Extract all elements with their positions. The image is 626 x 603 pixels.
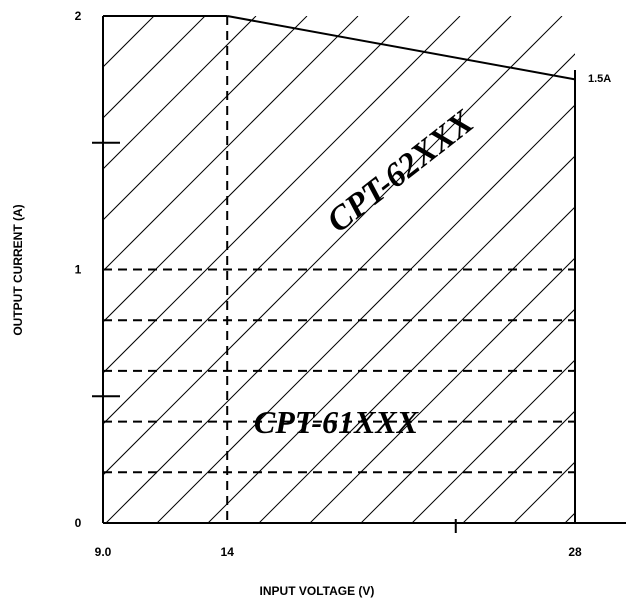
axis-ticks: 9.0 14 28 0 1 2 (75, 9, 582, 559)
y-tick-label: 0 (75, 516, 82, 530)
y-axis-title: OUTPUT CURRENT (A) (11, 204, 25, 335)
series-lines (227, 15, 576, 81)
hatch-line (616, 16, 626, 523)
y-tick-label: 2 (75, 9, 82, 23)
hatch-line (411, 359, 575, 523)
annotation-1-5a: 1.5A (588, 73, 611, 85)
hatch-line (360, 308, 575, 523)
guide-lines (103, 16, 575, 523)
plot-frame (102, 15, 626, 524)
hatch-line (103, 16, 308, 221)
hatch-line (309, 257, 575, 523)
series-label-cpt-61xxx: CPT-61XXX (254, 404, 419, 440)
hatch-line (462, 410, 575, 523)
y-tick-label: 1 (75, 263, 82, 277)
x-axis-title: INPUT VOLTAGE (V) (260, 584, 375, 598)
x-tick-label: 14 (221, 545, 235, 559)
hatch-line (103, 16, 257, 170)
hatch-line (103, 16, 206, 119)
hatch-line (207, 155, 575, 523)
hatch-line (103, 16, 461, 374)
x-tick-label: 9.0 (95, 545, 112, 559)
x-tick-label: 28 (568, 545, 582, 559)
series-line-cpt-62xxx (227, 15, 576, 81)
hatch-line (103, 16, 563, 476)
